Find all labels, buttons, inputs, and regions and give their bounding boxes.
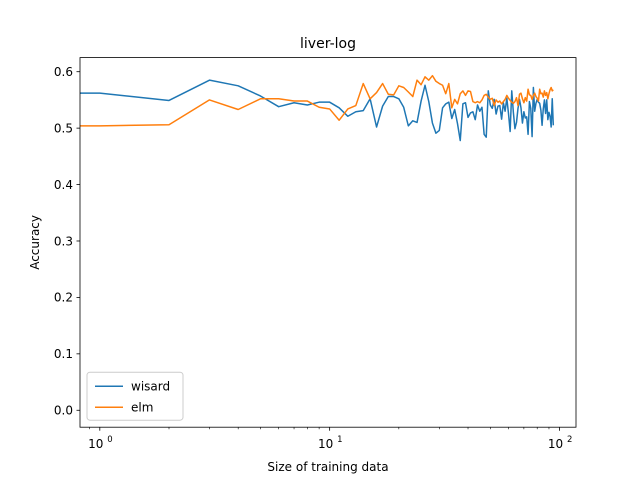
chart-title: liver-log: [300, 36, 356, 52]
x-tick-label-2: 10: [548, 437, 563, 451]
y-tick-label-0: 0.0: [54, 404, 73, 418]
x-axis: 10 0 10 1 10 2: [88, 427, 572, 451]
series-layer: [80, 74, 555, 142]
y-tick-label-6: 0.6: [54, 65, 73, 79]
x-tick-exponent-2: 2: [567, 435, 572, 445]
y-tick-label-1: 0.1: [54, 347, 73, 361]
y-tick-label-5: 0.5: [54, 121, 73, 135]
y-axis: 0.0 0.1 0.2 0.3 0.4 0.5 0.6: [54, 65, 80, 418]
y-tick-label-3: 0.3: [54, 234, 73, 248]
legend-label-wisard: wisard: [131, 380, 170, 394]
x-axis-label: Size of training data: [267, 460, 388, 474]
legend-label-elm: elm: [131, 401, 153, 415]
legend-box: [86, 371, 184, 421]
x-tick-exponent-0: 0: [107, 435, 112, 445]
series-line-elm: [80, 74, 554, 127]
y-tick-label-2: 0.2: [54, 291, 73, 305]
x-tick-label-0: 10: [88, 437, 103, 451]
legend: wisard elm: [86, 371, 184, 421]
plot-frame: [79, 57, 577, 428]
series-line-wisard: [80, 79, 555, 142]
x-tick-exponent-1: 1: [337, 435, 342, 445]
y-axis-label: Accuracy: [28, 215, 42, 270]
y-tick-label-4: 0.4: [54, 178, 73, 192]
x-tick-label-1: 10: [318, 437, 333, 451]
